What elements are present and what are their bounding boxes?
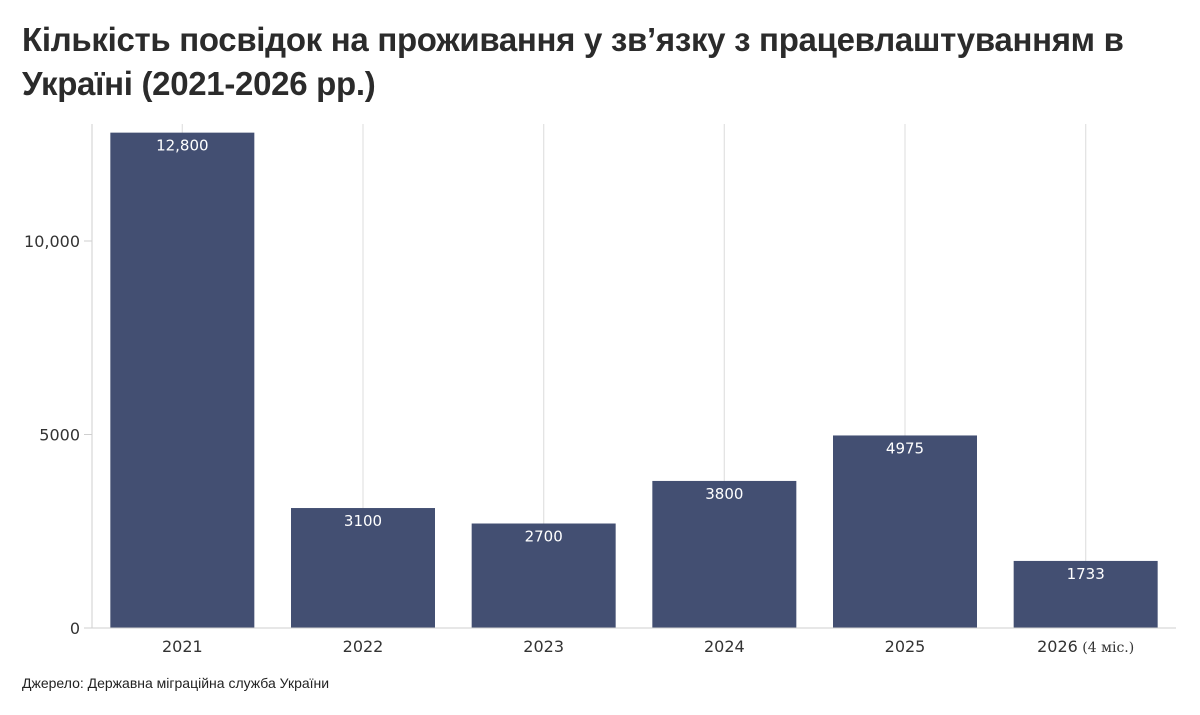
x-tick-label: 2023 xyxy=(523,637,564,656)
bar-value-label: 2700 xyxy=(525,528,563,546)
x-tick-label: 2022 xyxy=(343,637,384,656)
bars: 12,800 3100 2700 3800 4975 1733 xyxy=(110,132,1158,628)
bar-2023 xyxy=(471,523,616,628)
bar-2025 xyxy=(833,435,977,628)
x-tick-label: 2021 xyxy=(162,637,203,656)
chart-title: Кількість посвідок на проживання у зв’яз… xyxy=(22,21,1124,102)
source-note: Джерело: Державна міграційна служба Укра… xyxy=(22,675,330,691)
bar-2022 xyxy=(291,508,435,628)
bar-chart: 12,800 3100 2700 3800 4975 1733 0 5000 10,000 20… xyxy=(24,124,1176,656)
axes: 0 5000 10,000 2021 2022 2023 2024 2025 2026 (4 м… xyxy=(24,124,1176,656)
bar-2021 xyxy=(110,132,255,628)
bar-2026 xyxy=(1013,560,1158,628)
y-tick-label: 10,000 xyxy=(24,232,80,251)
bar-value-label: 3800 xyxy=(705,485,743,503)
bar-value-label: 12,800 xyxy=(156,137,209,155)
bar-2024 xyxy=(652,480,797,628)
x-tick-label: 2024 xyxy=(704,637,745,656)
bar-value-label: 1733 xyxy=(1067,565,1105,583)
bar-value-label: 4975 xyxy=(886,439,924,457)
x-tick-label: 2026 (4 міс.) xyxy=(1037,637,1134,656)
y-tick-label: 5000 xyxy=(39,426,80,445)
x-tick-label: 2025 xyxy=(885,637,926,656)
y-tick-label: 0 xyxy=(70,619,80,638)
bar-value-label: 3100 xyxy=(344,512,382,530)
